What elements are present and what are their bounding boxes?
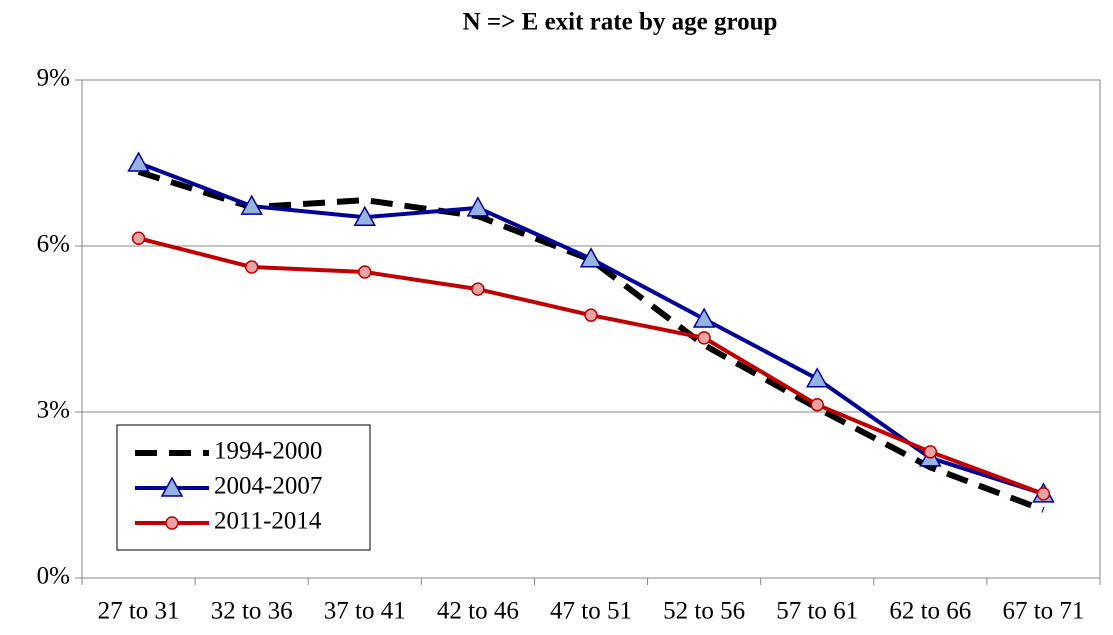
data-marker [810,398,824,412]
series-line [137,168,1045,513]
legend-marker [165,516,179,530]
data-marker [692,307,716,328]
legend-marker [160,476,184,497]
x-tick-label: 42 to 46 [437,598,519,625]
data-marker [579,247,603,268]
legend-label: 1994-2000 [214,438,322,465]
x-tick-label: 67 to 71 [1002,598,1084,625]
data-marker [584,308,598,322]
data-marker [466,196,490,217]
data-marker [127,151,150,172]
y-tick-label: 9% [37,65,70,92]
y-tick-label: 3% [37,397,70,424]
x-tick-label: 57 to 61 [776,598,858,625]
y-tick-label: 6% [37,231,70,258]
x-tick-label: 62 to 66 [889,598,971,625]
x-tick-label: 27 to 31 [98,598,180,625]
data-marker [353,205,377,226]
chart-title: N => E exit rate by age group [463,9,778,36]
data-marker [244,260,259,274]
x-tick-label: 52 to 56 [663,598,745,625]
x-tick-label: 37 to 41 [324,598,406,625]
data-marker [131,231,146,246]
data-marker [697,331,711,345]
legend-label: 2004-2007 [214,473,322,500]
legend-label: 2011-2014 [214,508,322,535]
x-tick-label: 47 to 51 [550,598,632,625]
data-marker [923,445,938,459]
data-marker [1036,487,1051,501]
y-tick-label: 0% [37,563,70,590]
data-marker [240,194,263,215]
data-marker [805,367,829,388]
x-tick-label: 32 to 36 [211,598,293,625]
data-marker [471,282,485,296]
data-marker [358,265,372,279]
